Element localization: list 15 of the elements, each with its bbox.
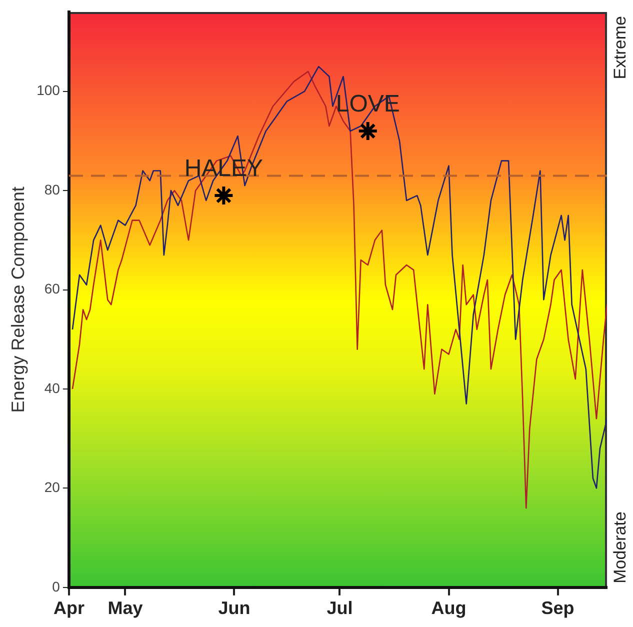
x-tick-label: Aug xyxy=(431,598,466,618)
text: Moderate xyxy=(610,512,630,584)
x-tick-label: Jun xyxy=(218,598,250,618)
y-tick-label: 80 xyxy=(44,181,60,198)
text: Extreme xyxy=(610,16,630,80)
y-tick-label: 60 xyxy=(44,280,60,297)
x-tick-label: Apr xyxy=(53,598,84,618)
y-tick-label: 100 xyxy=(36,82,60,98)
x-tick-label: Jul xyxy=(326,598,353,618)
y-tick-label: 0 xyxy=(52,578,60,594)
x-tick-label: Sep xyxy=(541,598,574,618)
y-tick-label: 40 xyxy=(44,380,60,396)
x-tick-label: May xyxy=(108,598,143,618)
y-axis-title: Energy Release Component xyxy=(8,186,28,413)
y-tick-label: 20 xyxy=(44,479,60,496)
